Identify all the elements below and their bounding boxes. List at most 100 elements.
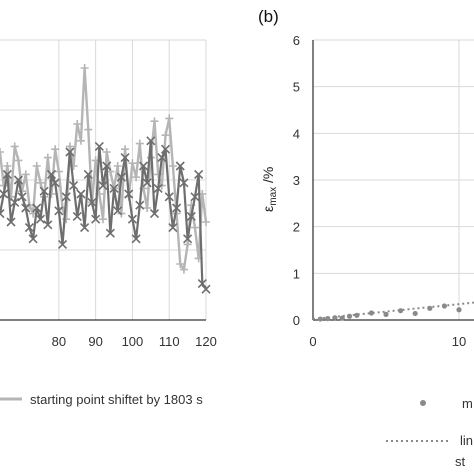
plus-marker bbox=[36, 178, 45, 187]
x-marker bbox=[175, 161, 185, 171]
ylabel-main: ε bbox=[260, 206, 276, 212]
y-tick-label: 2 bbox=[293, 220, 300, 235]
x-marker bbox=[72, 211, 82, 221]
x-marker bbox=[201, 284, 211, 294]
data-point bbox=[412, 310, 418, 317]
plus-marker bbox=[165, 114, 174, 123]
x-marker bbox=[149, 209, 160, 219]
plus-marker bbox=[76, 136, 85, 145]
plus-marker bbox=[102, 148, 111, 156]
legend-label-starting-point: starting point shiftet by 1803 s bbox=[30, 392, 203, 407]
plus-marker bbox=[176, 260, 185, 268]
x-marker bbox=[35, 214, 46, 224]
x-tick-label: 0 bbox=[309, 334, 316, 349]
x-marker bbox=[24, 223, 34, 233]
x-marker bbox=[135, 200, 145, 210]
x-marker bbox=[6, 217, 16, 227]
x-marker bbox=[186, 211, 196, 221]
y-tick-label: 1 bbox=[293, 266, 300, 281]
x-marker bbox=[127, 214, 137, 224]
data-point bbox=[354, 312, 360, 318]
x-marker bbox=[116, 172, 126, 182]
x-marker bbox=[190, 192, 200, 202]
x-marker bbox=[102, 161, 112, 171]
plus-marker bbox=[65, 142, 74, 151]
plus-marker bbox=[47, 190, 56, 198]
x-marker bbox=[87, 197, 97, 207]
x-marker bbox=[197, 279, 207, 289]
data-point bbox=[368, 310, 374, 316]
data-point bbox=[441, 303, 447, 309]
plus-marker bbox=[128, 159, 137, 168]
x-tick-label: 90 bbox=[88, 334, 102, 349]
x-marker bbox=[21, 203, 31, 213]
panel-b-x-ticks: 0102030 bbox=[309, 334, 466, 349]
x-marker bbox=[138, 161, 149, 171]
x-marker bbox=[160, 144, 171, 154]
x-marker bbox=[91, 214, 101, 224]
y-tick-label: 3 bbox=[293, 173, 300, 188]
plus-marker bbox=[51, 145, 60, 154]
x-marker bbox=[164, 192, 174, 202]
x-marker bbox=[146, 136, 156, 146]
x-marker bbox=[76, 189, 86, 199]
plus-marker bbox=[84, 125, 93, 134]
x-marker bbox=[83, 169, 93, 179]
plus-marker bbox=[99, 215, 107, 224]
x-marker bbox=[17, 192, 27, 202]
x-marker bbox=[28, 234, 38, 244]
data-point bbox=[339, 315, 345, 321]
plus-marker bbox=[73, 120, 82, 128]
panel-a-series bbox=[0, 64, 211, 294]
plus-marker bbox=[3, 162, 12, 170]
x-marker bbox=[124, 189, 134, 199]
ylabel-sub: max bbox=[268, 187, 279, 206]
plus-marker bbox=[10, 142, 19, 151]
x-marker bbox=[39, 186, 49, 196]
x-tick-label: 120 bbox=[195, 334, 217, 349]
panel-b-y-axis-label: εmax /% bbox=[260, 167, 279, 212]
x-marker bbox=[0, 189, 9, 199]
plus-marker bbox=[21, 170, 30, 179]
panel-b-points bbox=[317, 303, 462, 322]
plus-marker bbox=[135, 139, 144, 148]
x-marker bbox=[65, 147, 75, 157]
data-point bbox=[325, 316, 331, 322]
trend-line bbox=[312, 301, 474, 321]
plus-marker bbox=[168, 162, 177, 170]
panel-b-trendline bbox=[312, 301, 474, 321]
plus-marker bbox=[202, 218, 210, 226]
x-marker bbox=[142, 178, 152, 188]
x-marker bbox=[57, 239, 68, 249]
panel-a-x-ticks: 80 90 100 110 120 bbox=[52, 334, 217, 349]
x-marker bbox=[94, 141, 104, 151]
x-marker bbox=[105, 228, 115, 238]
x-marker bbox=[120, 153, 130, 163]
plus-marker bbox=[179, 265, 188, 274]
data-point bbox=[346, 313, 353, 319]
x-marker bbox=[113, 206, 123, 216]
x-marker bbox=[157, 153, 167, 163]
plus-marker bbox=[143, 204, 152, 212]
y-tick-label: 4 bbox=[293, 126, 300, 141]
x-tick-label: 80 bbox=[52, 334, 66, 349]
legend-label-linear: lin bbox=[460, 433, 473, 448]
x-marker bbox=[13, 175, 23, 185]
plus-marker bbox=[150, 117, 159, 126]
panel-b-gridlines bbox=[313, 39, 474, 320]
plus-marker bbox=[32, 162, 41, 170]
plus-marker bbox=[54, 167, 63, 176]
plus-marker bbox=[161, 131, 170, 140]
x-marker bbox=[98, 181, 108, 191]
x-marker bbox=[0, 209, 5, 219]
x-tick-label: 100 bbox=[122, 334, 144, 349]
data-point bbox=[427, 305, 433, 311]
x-marker bbox=[50, 178, 60, 188]
data-point bbox=[383, 311, 389, 317]
y-tick-label: 0 bbox=[293, 313, 300, 328]
data-point bbox=[456, 307, 462, 313]
x-marker bbox=[183, 234, 193, 244]
x-marker bbox=[179, 178, 189, 188]
x-marker bbox=[46, 169, 57, 179]
